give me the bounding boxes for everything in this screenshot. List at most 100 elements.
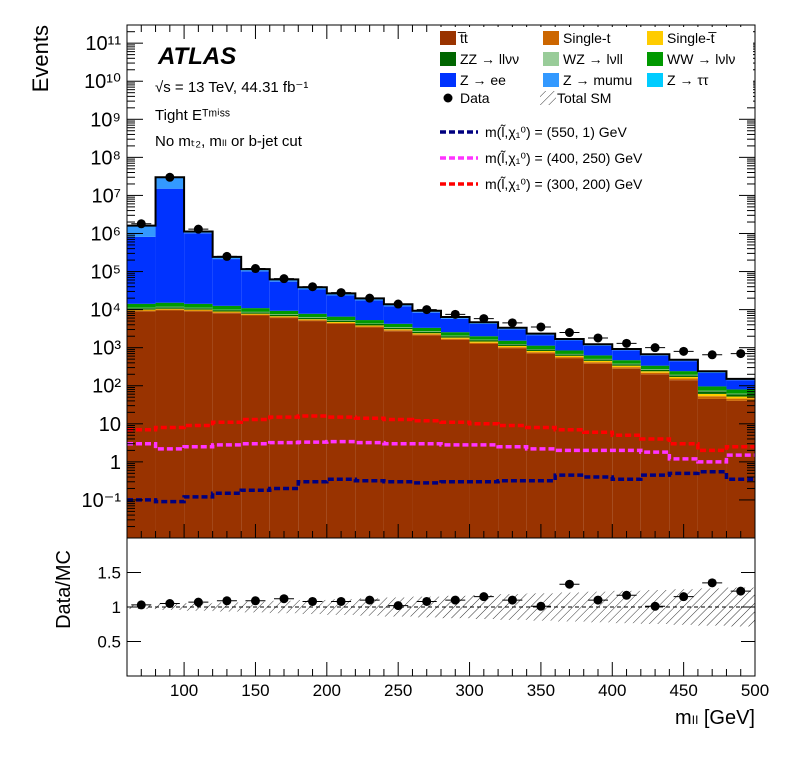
ratio-point-8	[365, 595, 375, 605]
stack-bar-5-2	[184, 303, 213, 308]
stack-bar-5-17	[612, 360, 641, 364]
stack-bar-0-18	[640, 374, 670, 538]
stack-bar-6-7	[326, 295, 356, 317]
ratio-y-tick-label-2: 1.5	[97, 564, 121, 583]
legend-totalsm-label: Total SM	[557, 90, 611, 106]
stack-bar-3-7	[326, 320, 356, 323]
legend-data-label: Data	[460, 90, 490, 106]
stack-bar-1-2	[184, 310, 213, 312]
stack-bar-6-6	[298, 289, 327, 314]
ratio-point-9	[393, 601, 403, 611]
legend-swatch-6	[440, 73, 456, 87]
stack-bar-5-11	[441, 332, 470, 336]
stack-bar-2-9	[383, 329, 413, 331]
stack-bar-1-18	[640, 372, 670, 375]
stack-bar-1-3	[212, 312, 242, 314]
stack-bar-3-6	[298, 317, 327, 320]
stack-bar-2-4	[241, 313, 270, 315]
stack-bar-3-3	[212, 310, 242, 312]
selection-line-2: No mₜ₂, mₗₗ or b-jet cut	[155, 133, 303, 150]
y-tick-label-3: 10²	[92, 376, 121, 398]
stack-bar-3-20	[697, 391, 727, 394]
stack-bar-5-1	[155, 302, 185, 307]
stack-bar-1-16	[583, 362, 613, 364]
stack-bar-0-3	[212, 313, 242, 538]
legend-data-marker	[443, 93, 453, 103]
stack-bar-6-12	[469, 323, 499, 337]
stack-bar-2-18	[640, 371, 670, 373]
stack-bar-6-3	[212, 259, 242, 306]
stack-bar-1-6	[298, 320, 327, 322]
ratio-point-1	[165, 599, 175, 609]
ratio-point-3	[222, 596, 232, 606]
total-sm-outline	[127, 176, 755, 380]
legend-label-3: ZZ → llνν	[460, 51, 519, 67]
stack-bar-5-9	[383, 323, 413, 328]
data-point-6	[308, 282, 318, 292]
stack-bar-3-19	[669, 375, 698, 377]
stack-bar-3-16	[583, 359, 613, 361]
stack-bar-2-5	[269, 316, 299, 318]
legend-signal-label-1: m(l̃,χ₁⁰) = (400, 250) GeV	[485, 149, 643, 166]
x-tick-label-8: 500	[741, 681, 769, 700]
ratio-point-6	[308, 596, 318, 606]
ratio-point-21	[736, 586, 746, 596]
legend-swatch-5	[647, 52, 663, 66]
stack-bar-6-1	[155, 188, 185, 303]
stack-bar-2-13	[498, 345, 527, 348]
stack-bar-2-2	[184, 309, 213, 311]
stack-bar-7-1	[155, 177, 185, 189]
stack-bar-1-14	[526, 352, 556, 354]
stack-bar-5-0	[127, 303, 156, 308]
legend-swatch-3	[440, 52, 456, 66]
y-tick-label-5: 10⁴	[90, 300, 121, 322]
energy-label: √s = 13 TeV, 44.31 fb⁻¹	[155, 79, 308, 96]
x-tick-label-7: 450	[669, 681, 697, 700]
stack-bar-6-8	[355, 300, 384, 321]
data-point-12	[479, 314, 489, 324]
ratio-point-4	[250, 596, 260, 606]
ratio-point-11	[450, 595, 460, 605]
data-point-21	[736, 349, 746, 359]
data-point-15	[564, 328, 574, 338]
signal-line-1	[127, 439, 755, 464]
stack-bar-0-21	[726, 400, 755, 538]
legend-label-5: WW → lνlν	[667, 51, 735, 67]
stack-bar-3-15	[555, 354, 584, 356]
stack-bar-3-10	[412, 331, 441, 334]
stack-bar-6-0	[127, 236, 156, 304]
stack-bar-4-20	[697, 390, 727, 392]
stack-bar-2-19	[669, 376, 698, 379]
stack-bar-3-11	[441, 336, 470, 338]
stack-bar-0-13	[498, 348, 527, 538]
x-axis-label: mₗₗ [GeV]	[675, 707, 755, 729]
data-point-11	[450, 309, 460, 319]
stack-bar-0-8	[355, 327, 384, 538]
stack-bar-5-8	[355, 320, 384, 324]
y-tick-label-9: 10⁸	[90, 147, 121, 169]
stack-bar-2-7	[326, 322, 356, 323]
ratio-point-7	[336, 596, 346, 606]
legend-signal-label-2: m(l̃,χ₁⁰) = (300, 200) GeV	[485, 175, 643, 192]
stack-bar-6-5	[269, 281, 299, 311]
legend-label-4: WZ → lνll	[563, 51, 623, 67]
stack-bar-0-10	[412, 335, 441, 538]
ratio-point-10	[422, 596, 432, 606]
stack-bar-2-1	[155, 308, 185, 310]
stack-bar-6-16	[583, 345, 613, 356]
ratio-point-16	[593, 595, 603, 605]
x-tick-label-0: 100	[170, 681, 198, 700]
ratio-unc-11	[441, 595, 470, 619]
legend: t̅t Single-t Single-t̅ ZZ → llνν WZ → lνll WW…	[433, 27, 753, 192]
stack-bar-2-16	[583, 360, 613, 363]
axes: 10⁻¹ 1 10 10² 10³ 10⁴ 10⁵ 10⁶ 10⁷ 10⁸ 10⁹ 10¹⁰ 10¹¹ 0…	[82, 24, 769, 700]
stack-bar-2-3	[212, 311, 242, 313]
y-tick-label-0: 10⁻¹	[82, 490, 122, 512]
x-tick-label-2: 200	[313, 681, 341, 700]
ratio-point-0	[136, 600, 146, 610]
y-axis-label-ratio: Data/MC	[53, 550, 75, 629]
stack-bar-6-15	[555, 340, 584, 351]
legend-box	[433, 27, 753, 107]
stack-bar-5-19	[669, 371, 698, 375]
